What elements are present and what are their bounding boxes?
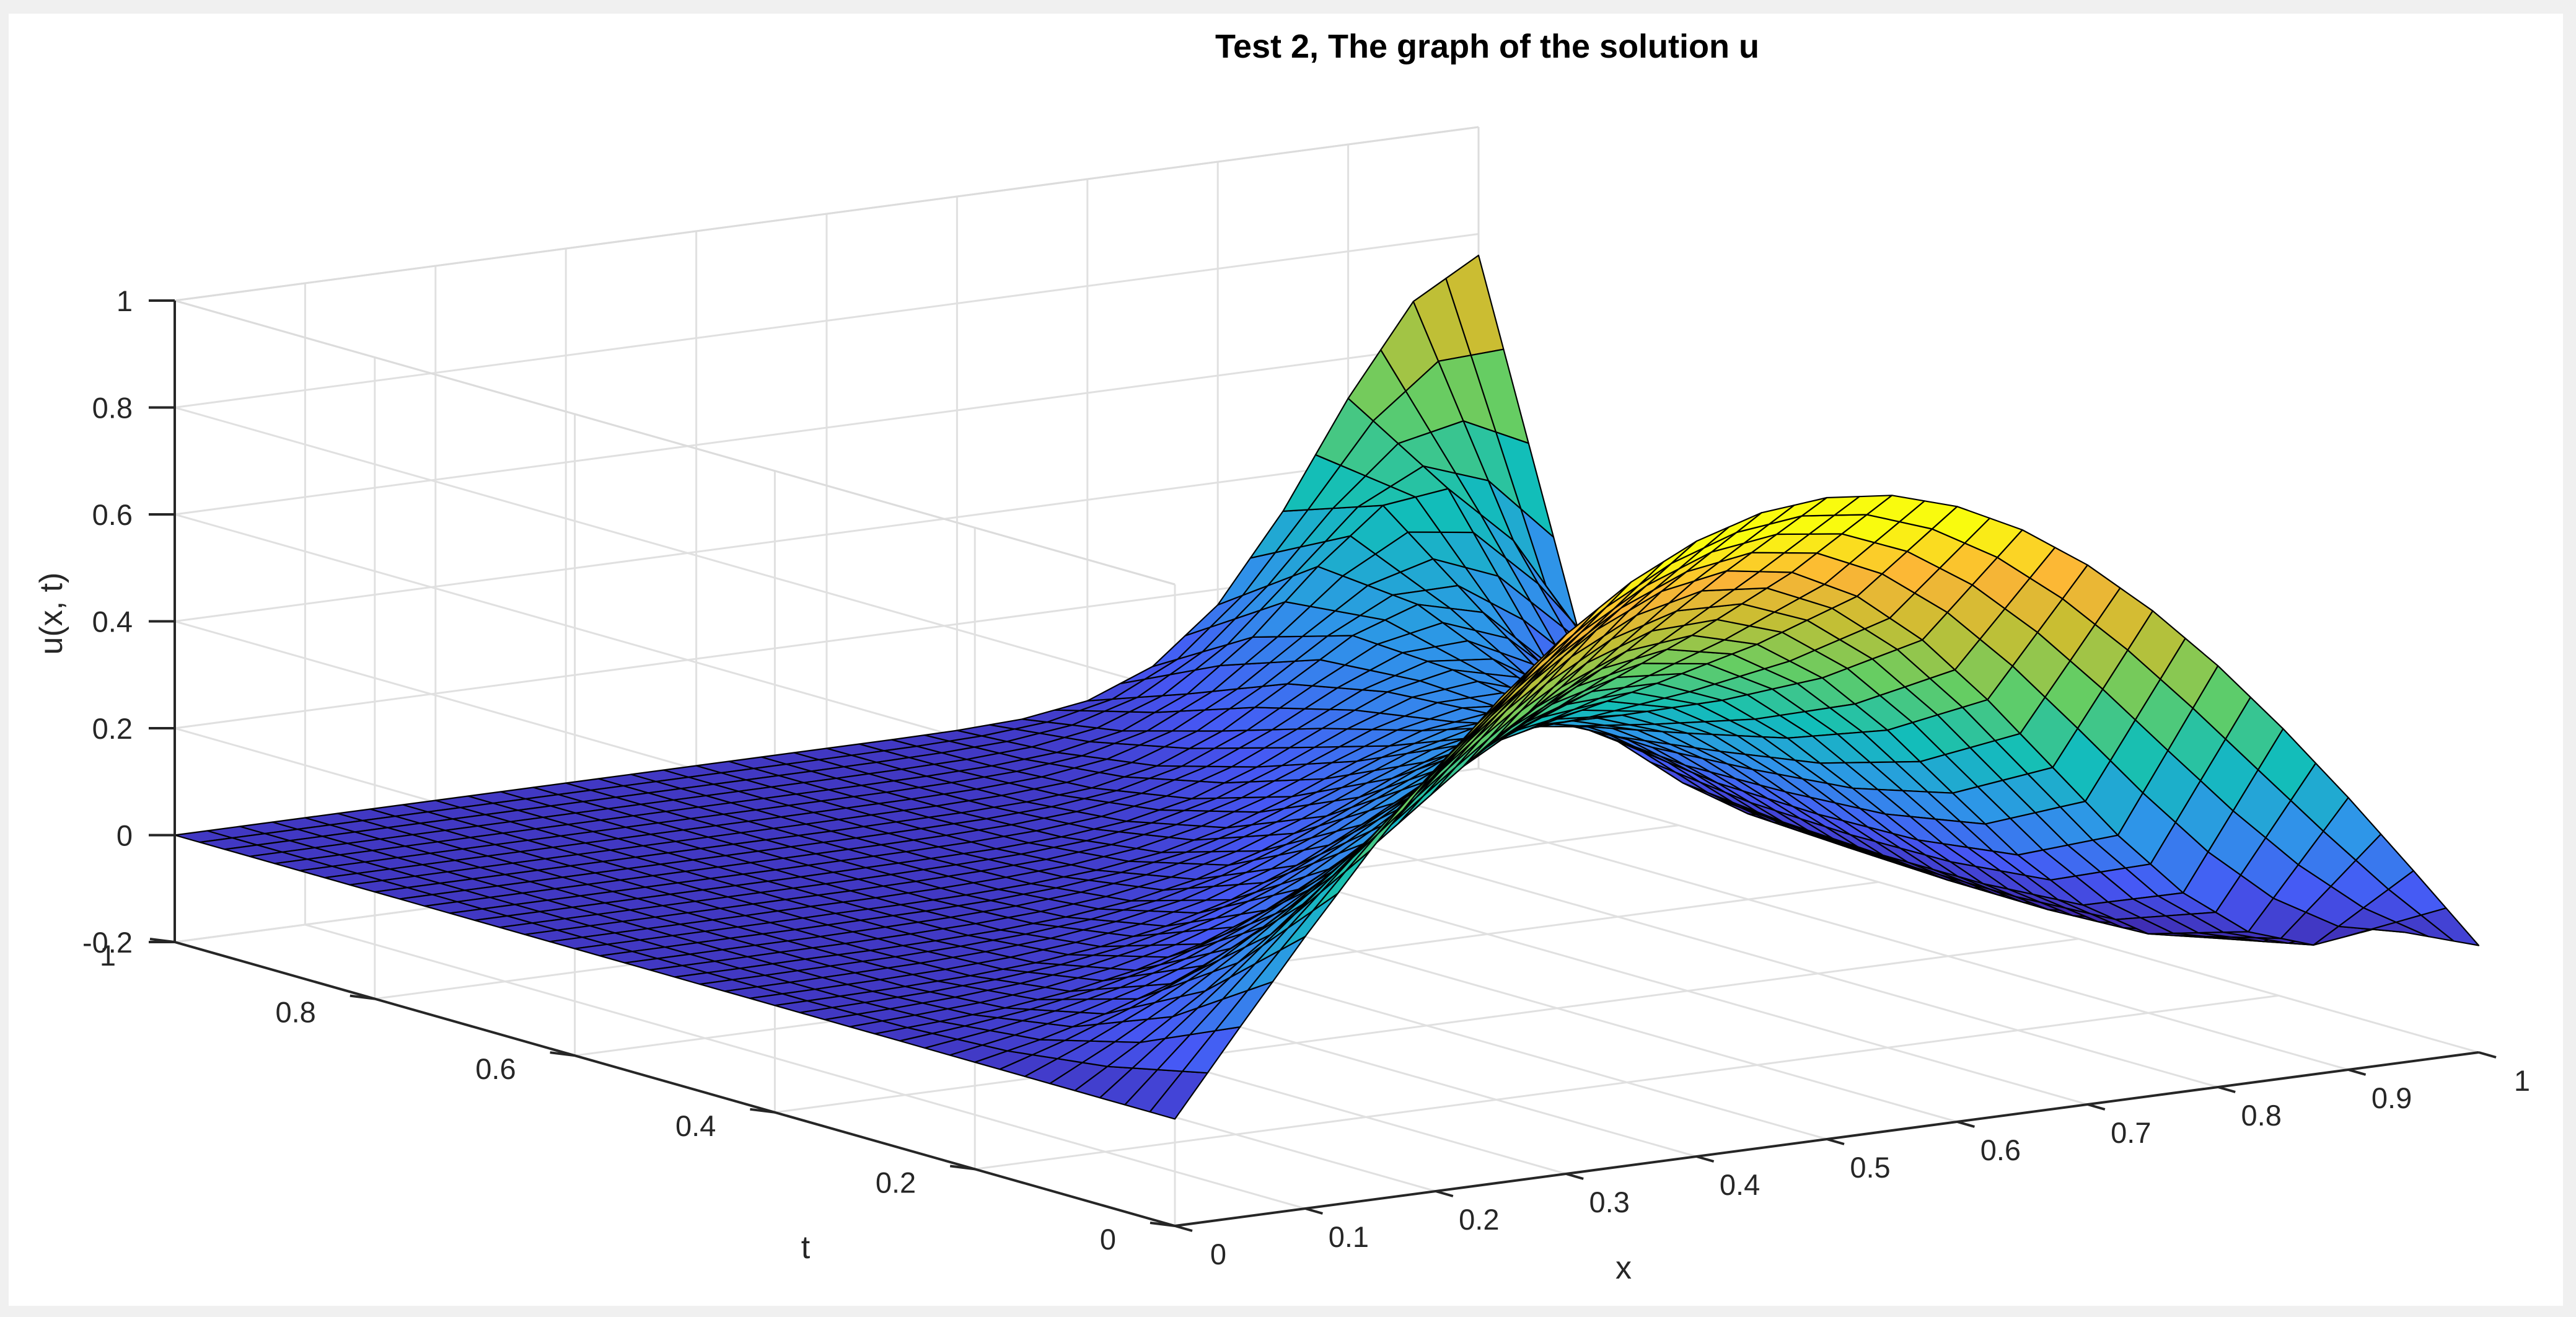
y-tick-mark bbox=[1150, 1222, 1176, 1227]
grid-line bbox=[1348, 785, 2349, 1071]
grid-line bbox=[1478, 767, 2479, 1054]
x-tick-label: 0 bbox=[1210, 1238, 1226, 1271]
grid-line bbox=[304, 923, 1306, 1210]
x-tick-label: 0.4 bbox=[1720, 1168, 1760, 1201]
box-edge bbox=[174, 299, 1176, 586]
y-tick-mark bbox=[349, 994, 376, 1000]
y-tick-label: 0.8 bbox=[275, 996, 315, 1029]
y-tick-mark bbox=[550, 1051, 575, 1057]
y-axis-label: t bbox=[801, 1230, 811, 1266]
x-tick-mark bbox=[1304, 1207, 1323, 1215]
z-tick-label: 1 bbox=[116, 284, 133, 317]
x-tick-mark bbox=[2087, 1103, 2106, 1111]
x-tick-mark bbox=[1565, 1173, 1584, 1180]
x-tick-mark bbox=[1435, 1190, 1454, 1197]
x-tick-label: 0.5 bbox=[1850, 1151, 1890, 1184]
x-tick-label: 0.2 bbox=[1459, 1203, 1499, 1236]
y-tick-mark bbox=[750, 1108, 775, 1114]
box-edge bbox=[174, 126, 1479, 302]
x-tick-mark bbox=[1696, 1155, 1715, 1163]
surface-cell bbox=[2420, 907, 2480, 946]
x-tick-mark bbox=[2478, 1051, 2497, 1059]
grid-line bbox=[174, 233, 1479, 408]
x-tick-mark bbox=[1826, 1138, 1845, 1145]
x-tick-label: 0.1 bbox=[1329, 1220, 1369, 1253]
z-tick-label: 0.8 bbox=[92, 392, 133, 425]
z-axis-label: u(x, t) bbox=[33, 573, 69, 655]
x-tick-mark bbox=[2217, 1086, 2236, 1093]
y-tick-label: 1 bbox=[100, 939, 116, 972]
x-tick-label: 0.7 bbox=[2111, 1116, 2151, 1149]
grid-line bbox=[174, 407, 1176, 692]
x-tick-mark bbox=[1956, 1121, 1975, 1128]
x-tick-label: 0.8 bbox=[2241, 1099, 2282, 1132]
chart-title: Test 2, The graph of the solution u bbox=[1215, 28, 1759, 65]
x-tick-label: 0.3 bbox=[1589, 1186, 1630, 1218]
surface-plot bbox=[174, 254, 2480, 1120]
x-tick-label: 0.9 bbox=[2372, 1081, 2412, 1114]
grid-line bbox=[1217, 802, 2218, 1088]
grid-line bbox=[975, 994, 2279, 1170]
x-axis-label: x bbox=[1615, 1250, 1632, 1286]
y-tick-label: 0.6 bbox=[475, 1052, 516, 1085]
grid-line bbox=[174, 447, 1479, 622]
z-tick-label: -0.2 bbox=[82, 926, 133, 959]
y-tick-label: 0 bbox=[1100, 1223, 1116, 1256]
z-tick-label: 0.2 bbox=[92, 712, 133, 745]
y-axis-line bbox=[174, 941, 1176, 1227]
x-tick-label: 0.6 bbox=[1980, 1134, 2021, 1166]
axes-layer: 0 0.1 0.2 0.3 0.4 0.5 0.6 0.7 0.8 0.9 1 0 0.2 0.4 0.6 0… bbox=[82, 284, 2530, 1271]
z-tick-label: 0.6 bbox=[92, 498, 133, 531]
x-tick-label: 1 bbox=[2514, 1064, 2530, 1097]
grid-line bbox=[775, 938, 2079, 1114]
x-tick-mark bbox=[1174, 1225, 1193, 1232]
y-tick-label: 0.2 bbox=[876, 1166, 916, 1199]
y-tick-label: 0.4 bbox=[675, 1109, 716, 1142]
x-tick-mark bbox=[2348, 1068, 2367, 1076]
grid-line bbox=[174, 340, 1479, 516]
z-tick-label: 0.4 bbox=[92, 606, 133, 638]
y-tick-mark bbox=[949, 1165, 975, 1171]
z-tick-label: 0 bbox=[116, 819, 133, 852]
